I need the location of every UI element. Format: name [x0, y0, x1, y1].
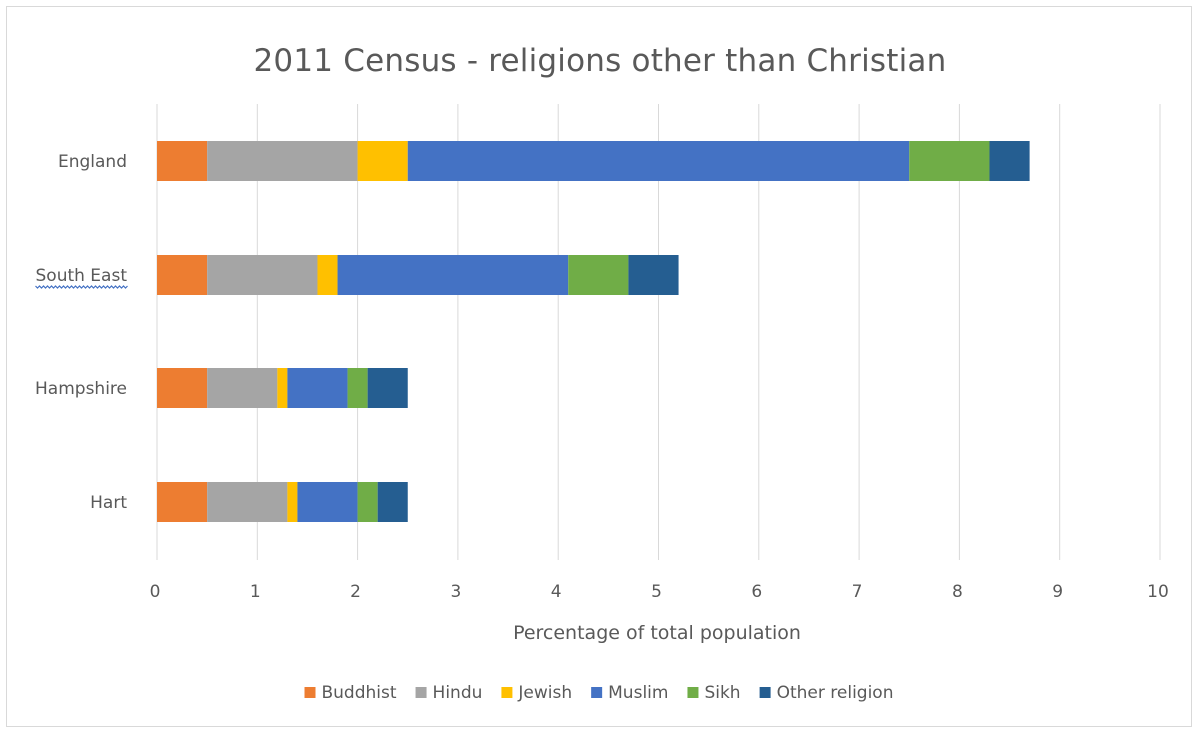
x-tick-label: 6	[751, 582, 762, 602]
bar-segment-muslim	[407, 141, 910, 181]
bars	[157, 141, 1030, 522]
legend-swatch-sikh	[687, 687, 699, 698]
legend-label: Jewish	[517, 683, 572, 703]
category-label: Hampshire	[35, 379, 127, 399]
bar-segment-buddhist	[157, 141, 208, 181]
category-labels: England South East Hampshire Hart	[35, 152, 128, 513]
bar-segment-hindu	[207, 141, 358, 181]
x-tick-label: 9	[1052, 582, 1063, 602]
x-tick-label: 10	[1147, 582, 1169, 602]
bar-segment-muslim	[287, 368, 348, 408]
bar-segment-jewish	[317, 255, 338, 295]
bar-segment-hindu	[207, 255, 318, 295]
x-tick-label: 8	[952, 582, 963, 602]
category-label: Hart	[90, 493, 127, 513]
legend-swatch-buddhist	[304, 687, 316, 698]
category-label: England	[58, 152, 127, 172]
legend: Buddhist Hindu Jewish Muslim Sikh Other relig…	[304, 683, 894, 703]
bar-segment-buddhist	[157, 255, 208, 295]
legend-label: Muslim	[608, 683, 668, 703]
bar-segment-buddhist	[157, 368, 208, 408]
spellcheck-underline	[35, 285, 128, 289]
legend-swatch-jewish	[501, 687, 513, 698]
x-tick-label: 7	[852, 582, 863, 602]
x-tick-labels: 0 1 2 3 4 5 6 7 8 9 10	[150, 582, 1169, 602]
category-label: South East	[36, 266, 128, 286]
bar-segment-jewish	[277, 368, 288, 408]
x-tick-label: 4	[551, 582, 562, 602]
bar-segment-sikh	[357, 482, 378, 522]
bar-segment-other-religion	[989, 141, 1030, 181]
bar-segment-hindu	[207, 368, 278, 408]
legend-label: Other religion	[777, 683, 894, 703]
bar-segment-other-religion	[628, 255, 679, 295]
bar-segment-sikh	[568, 255, 629, 295]
bar-segment-muslim	[337, 255, 569, 295]
bar-segment-other-religion	[377, 482, 408, 522]
bar-segment-sikh	[347, 368, 368, 408]
chart-area: 2011 Census - religions other than Chris…	[6, 6, 1192, 727]
legend-label: Hindu	[433, 683, 483, 703]
legend-swatch-hindu	[415, 687, 427, 698]
legend-swatch-other-religion	[759, 687, 771, 698]
legend-label: Buddhist	[322, 683, 397, 703]
bar-segment-jewish	[287, 482, 298, 522]
x-tick-label: 2	[350, 582, 361, 602]
bar-segment-jewish	[357, 141, 408, 181]
x-tick-label: 5	[651, 582, 662, 602]
legend-swatch-muslim	[591, 687, 603, 698]
bar-segment-sikh	[909, 141, 990, 181]
bar-segment-buddhist	[157, 482, 208, 522]
legend-label: Sikh	[704, 683, 740, 703]
bar-segment-muslim	[297, 482, 358, 522]
bar-segment-hindu	[207, 482, 288, 522]
bar-segment-other-religion	[367, 368, 408, 408]
x-axis-title: Percentage of total population	[513, 622, 801, 644]
chart-title: 2011 Census - religions other than Chris…	[253, 43, 947, 79]
x-tick-label: 3	[450, 582, 461, 602]
x-tick-label: 0	[150, 582, 161, 602]
x-tick-label: 1	[250, 582, 261, 602]
